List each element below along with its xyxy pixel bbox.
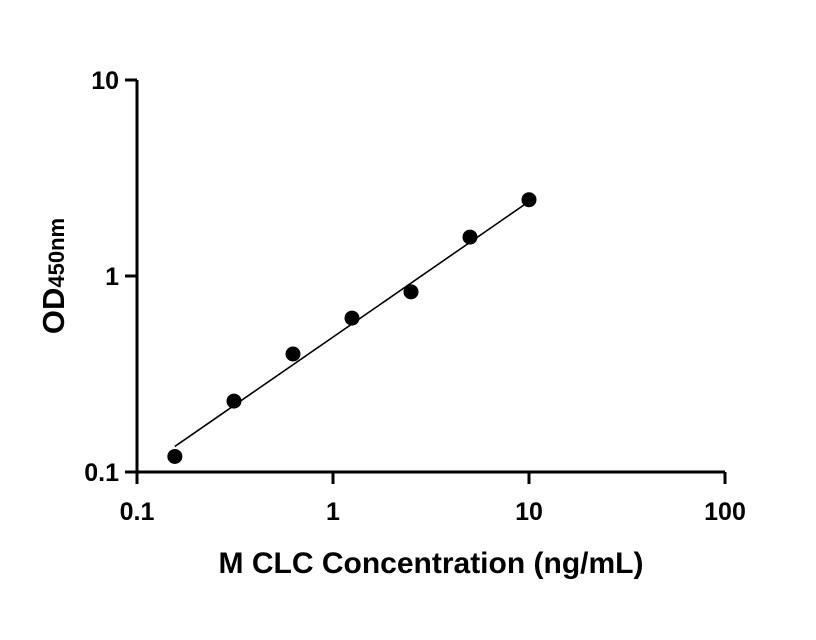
y-axis-title: OD450nm [36, 218, 71, 334]
y-axis-title-main: OD [36, 288, 71, 335]
axis-ticks: 0.1 1 10 100 0.1 1 10 [84, 67, 746, 526]
data-point [167, 448, 183, 464]
data-point [344, 310, 360, 326]
x-tick-label: 1 [326, 498, 340, 526]
data-point [521, 192, 537, 208]
y-tick-label: 1 [105, 263, 119, 291]
y-tick-label: 0.1 [84, 459, 119, 487]
y-axis-title-subscript: 450nm [44, 218, 69, 288]
y-tick-label: 10 [91, 67, 119, 95]
x-tick-label: 10 [515, 498, 543, 526]
data-point [226, 393, 242, 409]
data-point [462, 229, 478, 245]
data-points [167, 192, 537, 464]
data-point [285, 346, 301, 362]
data-point [403, 284, 419, 300]
x-tick-label: 100 [704, 498, 746, 526]
axes [135, 80, 725, 474]
x-tick-label: 0.1 [120, 498, 155, 526]
x-axis-title: M CLC Concentration (ng/mL) [219, 547, 644, 580]
